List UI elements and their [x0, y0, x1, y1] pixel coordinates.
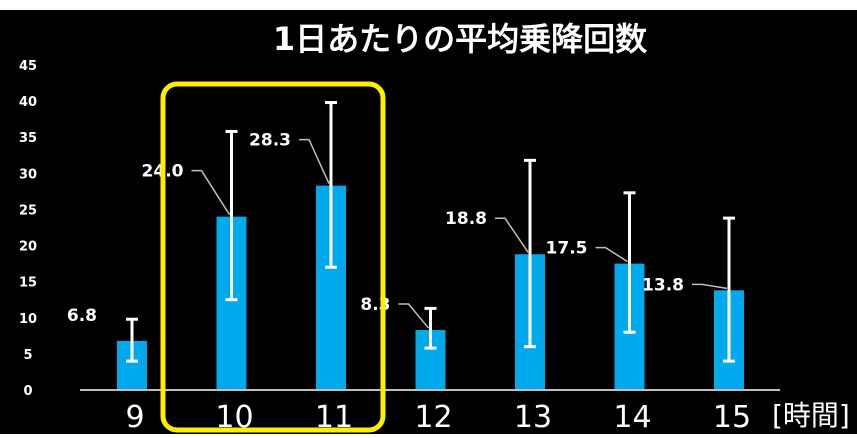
- x-tick-label: 14: [613, 400, 651, 434]
- data-label: 18.8: [445, 209, 487, 229]
- x-tick-label: 9: [125, 400, 144, 434]
- data-label: 13.8: [642, 275, 684, 295]
- data-label: 6.8: [67, 306, 97, 326]
- chart-title: 1日あたりの平均乗降回数: [273, 20, 648, 58]
- data-label-leader: [299, 138, 330, 184]
- x-tick-label: 15: [713, 400, 751, 434]
- y-axis: 0 5 10 15 20 25 30 35 40 45: [19, 59, 37, 399]
- y-tick-label: 15: [19, 276, 37, 291]
- data-label: 8.3: [360, 295, 390, 315]
- data-labels: 6.824.028.38.318.817.513.8: [67, 131, 728, 329]
- data-label-leader: [398, 303, 430, 329]
- x-axis-unit-label: [時間]: [772, 399, 850, 432]
- data-label-leader: [595, 246, 628, 263]
- x-tick-label: 12: [414, 400, 452, 434]
- y-tick-label: 35: [19, 131, 37, 146]
- y-tick-label: 40: [19, 95, 37, 110]
- data-label-leader: [495, 217, 529, 253]
- highlight-box: [160, 81, 386, 433]
- y-tick-label: 0: [23, 384, 32, 399]
- y-tick-label: 20: [19, 240, 37, 255]
- data-label-leader: [692, 283, 728, 290]
- data-label: 17.5: [546, 239, 588, 259]
- data-label: 28.3: [249, 131, 291, 151]
- y-tick-label: 30: [19, 167, 37, 182]
- y-tick-label: 5: [23, 348, 32, 363]
- x-tick-label: 13: [514, 400, 552, 434]
- y-tick-label: 10: [19, 312, 37, 327]
- y-tick-label: 25: [19, 203, 37, 218]
- data-label-leader: [191, 169, 231, 216]
- y-tick-label: 45: [19, 59, 37, 74]
- error-bars: [126, 101, 735, 363]
